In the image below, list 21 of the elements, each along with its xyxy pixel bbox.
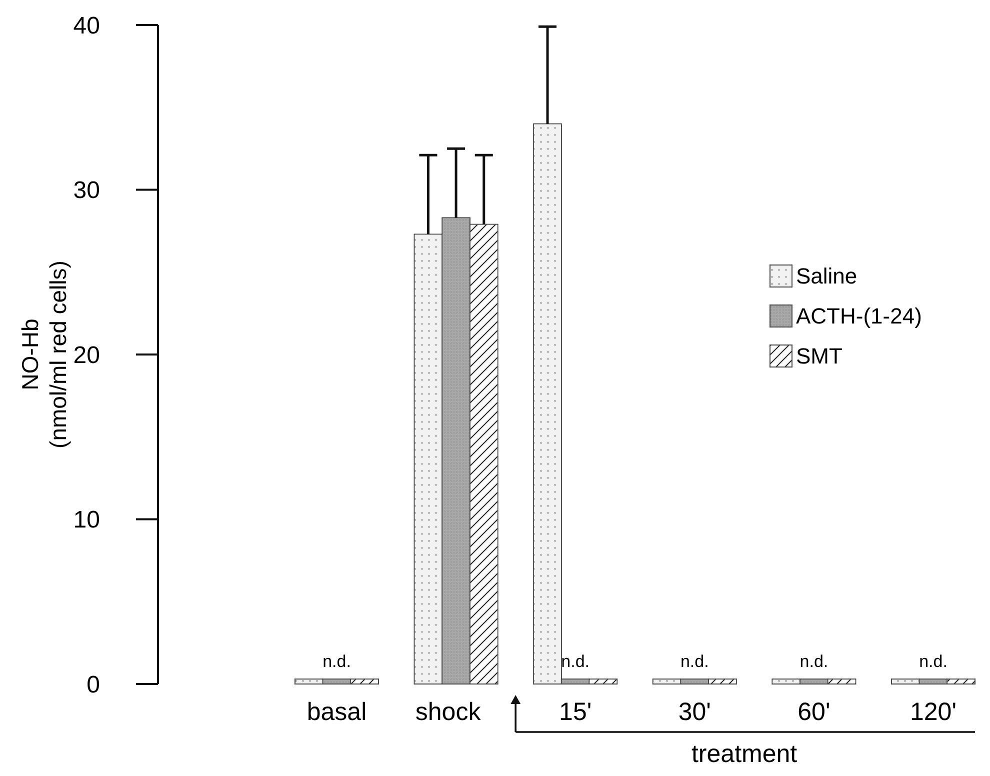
data-label: n.d.	[322, 652, 351, 672]
x-tick-label: shock	[415, 698, 482, 726]
y-tick-label: 40	[73, 12, 100, 40]
y-tick-label: 20	[73, 342, 100, 369]
y-tick-label: 30	[73, 177, 100, 204]
legend-label: Saline	[796, 264, 858, 289]
x-tick-label: basal	[306, 698, 367, 726]
data-label: n.d.	[561, 652, 590, 672]
x-tick-label: 60'	[798, 698, 830, 726]
legend-label: ACTH-(1-24)	[796, 304, 922, 329]
y-axis-title: NO-Hb (nmol/ml red cells)	[17, 260, 71, 448]
y-tick-label: 10	[73, 506, 100, 534]
x-tick-label: 120'	[910, 698, 956, 726]
data-label: n.d.	[919, 652, 948, 672]
x-tick-label: 30'	[678, 698, 711, 726]
data-label: n.d.	[680, 652, 709, 672]
data-label: n.d.	[800, 652, 828, 672]
legend-label: SMT	[796, 344, 842, 369]
text: treatment	[691, 740, 798, 768]
x-tick-label: 15'	[559, 698, 592, 726]
y-tick-label: 0	[86, 671, 100, 698]
